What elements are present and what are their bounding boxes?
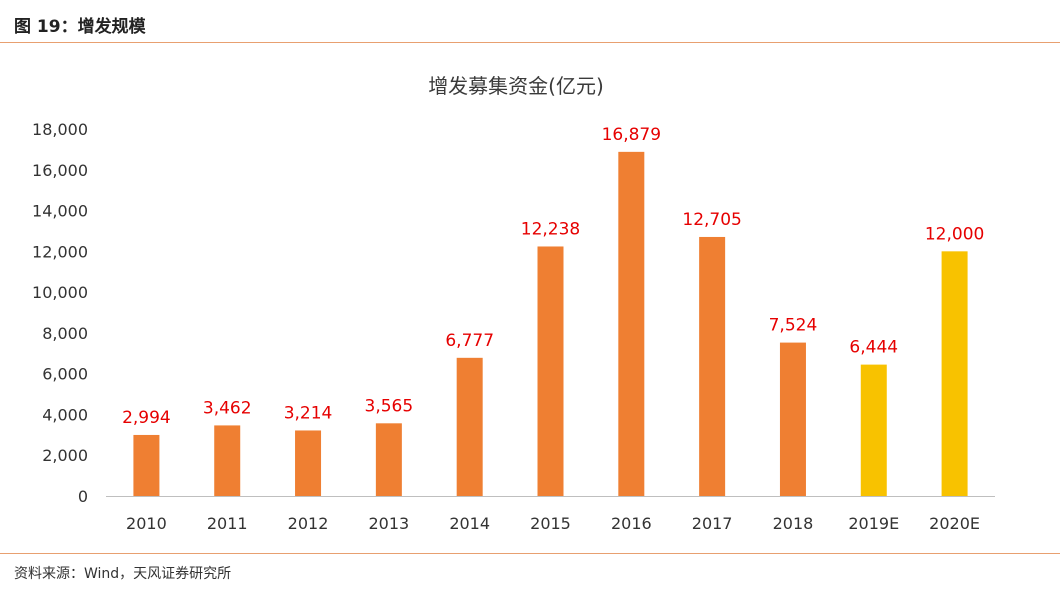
source-note: 资料来源：Wind，天风证券研究所: [14, 566, 232, 582]
bar-2014: [456, 357, 483, 496]
x-tick-label-2015: 2015: [530, 514, 571, 533]
y-tick-label: 6,000: [42, 365, 88, 384]
bar-2010: [133, 434, 160, 496]
y-tick-label: 16,000: [32, 161, 88, 180]
data-label-2012: 3,214: [284, 403, 333, 423]
x-tick-label-2012: 2012: [288, 514, 329, 533]
x-tick-label-2016: 2016: [611, 514, 652, 533]
x-tick-label-2019E: 2019E: [848, 514, 899, 533]
chart-title: 增发募集资金(亿元): [428, 74, 604, 98]
y-axis: 0 2,000 4,000 6,000 8,000 10,000 12,000 14,000 1…: [32, 120, 88, 506]
bar-2016: [618, 151, 645, 496]
data-label-2020E: 12,000: [925, 224, 984, 244]
bar-2019E: [860, 364, 887, 496]
bar-2018: [779, 342, 806, 496]
data-label-2013: 3,565: [365, 396, 414, 416]
data-label-2010: 2,994: [122, 408, 171, 428]
top-divider: [0, 42, 1060, 43]
x-axis: 2010 2011 2012 2013 2014 2015 2016 2017 2018 2019…: [126, 514, 980, 533]
y-tick-label: 2,000: [42, 446, 88, 465]
y-tick-label: 10,000: [32, 283, 88, 302]
data-label-2016: 16,879: [602, 125, 661, 145]
y-tick-label: 14,000: [32, 202, 88, 221]
y-tick-label: 12,000: [32, 242, 88, 261]
data-label-2019E: 6,444: [849, 338, 898, 358]
figure-title: 图 19：增发规模: [14, 17, 146, 37]
x-tick-label-2020E: 2020E: [929, 514, 980, 533]
data-labels: 2,994 3,462 3,214 3,565 6,777 12,238 16,879 12,…: [122, 125, 984, 428]
x-tick-label-2014: 2014: [449, 514, 490, 533]
y-tick-label: 0: [78, 487, 88, 506]
bar-2017: [699, 236, 726, 496]
bar-2020E: [941, 251, 968, 496]
x-tick-label-2011: 2011: [207, 514, 248, 533]
y-tick-label: 18,000: [32, 120, 88, 139]
x-tick-label-2013: 2013: [369, 514, 410, 533]
data-label-2011: 3,462: [203, 398, 252, 418]
bar-2012: [295, 430, 322, 496]
x-tick-label-2010: 2010: [126, 514, 167, 533]
bar-2015: [537, 246, 564, 496]
x-tick-label-2017: 2017: [692, 514, 733, 533]
data-label-2015: 12,238: [521, 219, 580, 239]
x-tick-label-2018: 2018: [773, 514, 814, 533]
y-tick-label: 4,000: [42, 405, 88, 424]
data-label-2017: 12,705: [682, 210, 741, 230]
data-label-2018: 7,524: [769, 316, 818, 336]
y-tick-label: 8,000: [42, 324, 88, 343]
bottom-divider: [0, 553, 1060, 554]
bar-2011: [214, 425, 241, 496]
data-label-2014: 6,777: [445, 331, 494, 351]
bar-2013: [375, 423, 402, 496]
bars: [133, 151, 968, 496]
